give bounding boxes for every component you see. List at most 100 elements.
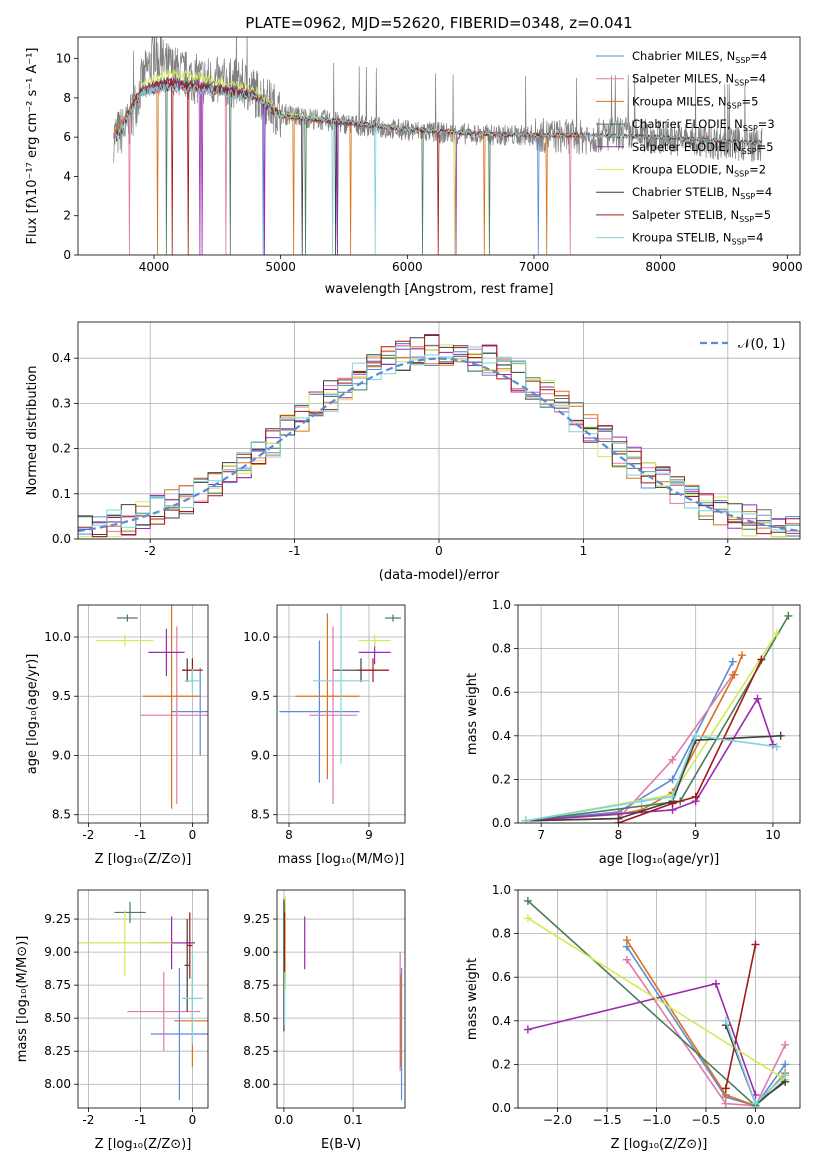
chart-title: PLATE=0962, MJD=52620, FIBERID=0348, z=0… (245, 14, 632, 32)
y-tick-label: 8.00 (44, 1077, 71, 1091)
y-tick-label: 0.0 (492, 816, 511, 830)
p5-plot-area (521, 611, 793, 823)
x-tick-label: 7000 (519, 260, 550, 274)
y-tick-label: 0.2 (492, 1057, 511, 1071)
mass-weight-line-6 (525, 735, 781, 822)
p3-plot-area (96, 605, 208, 809)
y-tick-label: 1.0 (492, 598, 511, 612)
legend-subscript: SSP (732, 238, 747, 247)
legend-name: Salpeter STELIB, N (632, 208, 739, 222)
y-tick-label: 8.25 (243, 1044, 270, 1058)
data-point (721, 1084, 730, 1093)
data-point (637, 797, 646, 806)
legend-nssp: =4 (750, 49, 767, 63)
legend-subscript: SSP (734, 79, 749, 88)
axes-frame (276, 604, 406, 824)
legend-label: Chabrier STELIB, NSSP=4 (632, 185, 772, 201)
data-point (521, 816, 530, 823)
data-point (721, 1016, 730, 1025)
legend-label: 𝒩(0, 1) (738, 337, 785, 352)
data-point (622, 955, 631, 964)
legend-subscript: SSP (734, 170, 749, 179)
y-tick-label: 0.4 (492, 729, 511, 743)
y-tick-label: 8.25 (44, 1044, 71, 1058)
y-tick-label: 8.00 (243, 1077, 270, 1091)
data-point (668, 755, 677, 764)
x-tick-label: 6000 (392, 260, 423, 274)
y-tick-label: 9.5 (251, 689, 270, 703)
legend-label: Salpeter STELIB, NSSP=5 (632, 208, 771, 224)
data-point (668, 775, 677, 784)
x-tick-label: -1 (134, 828, 146, 842)
y-tick-label: 8.5 (251, 808, 270, 822)
data-point (757, 655, 766, 664)
x-tick-label: 9 (692, 828, 700, 842)
model-spectrum-2 (113, 78, 586, 255)
residual-histogram-8 (78, 345, 800, 531)
axes-frame (77, 889, 209, 1109)
x-tick-label: 9000 (772, 260, 803, 274)
legend-nssp: =5 (757, 140, 774, 154)
p7-plot-area (283, 896, 403, 1101)
mass-weight-line-7 (725, 944, 757, 1089)
x-tick-label: 0.0 (746, 1113, 765, 1127)
y-axis-label: Flux [fλ10⁻¹⁷ erg cm⁻² s⁻¹ A⁻¹] (25, 48, 40, 245)
data-point (784, 611, 793, 620)
p6-plot-area (78, 901, 208, 1101)
legend-label: Chabrier MILES, NSSP=4 (632, 49, 767, 65)
normal-curve (78, 357, 800, 533)
y-tick-label: 8.5 (52, 808, 71, 822)
y-tick-label: 9.0 (251, 748, 270, 762)
x-tick-label: −0.5 (691, 1113, 720, 1127)
legend-nssp: =4 (749, 72, 766, 86)
y-tick-label: 4 (63, 169, 71, 183)
legend-name: Kroupa STELIB, N (632, 231, 732, 245)
legend-label: Salpeter ELODIE, NSSP=5 (632, 140, 774, 156)
p1-plot-area (113, 37, 763, 255)
legend-subscript: SSP (740, 192, 755, 201)
x-axis-label: E(B-V) (321, 1137, 361, 1152)
x-axis-label: Z [log₁₀(Z/Z⊙)] (95, 852, 192, 867)
data-point (711, 979, 720, 988)
y-tick-label: 0.6 (492, 685, 511, 699)
legend-name: Kroupa ELODIE, N (632, 163, 734, 177)
data-point (781, 1071, 790, 1080)
axes-frame (77, 604, 209, 824)
legend-label: Chabrier ELODIE, NSSP=3 (632, 117, 775, 133)
mass-weight-line-4 (525, 696, 774, 822)
data-point (523, 914, 532, 923)
data-point (751, 1099, 760, 1108)
mass-weight-line-3 (525, 615, 790, 822)
data-point (751, 940, 760, 949)
data-point (730, 670, 739, 679)
x-tick-label: 0 (435, 544, 443, 558)
legend-nssp: =4 (755, 185, 772, 199)
data-point (738, 651, 747, 660)
x-tick-label: 10 (765, 828, 780, 842)
axes-frame (77, 36, 801, 256)
y-tick-label: 0.8 (492, 642, 511, 656)
legend-name: Salpeter ELODIE, N (632, 140, 742, 154)
axes-layer (74, 36, 801, 1112)
x-tick-label: −1.5 (592, 1113, 621, 1127)
x-tick-label: 8000 (645, 260, 676, 274)
p8-plot-area (523, 896, 790, 1108)
y-tick-label: 0.0 (492, 1101, 511, 1115)
x-tick-label: -2 (82, 828, 94, 842)
x-axis-label: Z [log₁₀(Z/Z⊙)] (611, 1137, 708, 1152)
axes-frame (517, 889, 801, 1109)
y-axis-label: age [log₁₀(age/yr)] (25, 654, 40, 775)
x-tick-label: −1.0 (642, 1113, 671, 1127)
x-tick-label: 4000 (139, 260, 170, 274)
x-tick-label: 8 (285, 828, 293, 842)
data-layer (78, 37, 800, 1108)
x-tick-label: 7 (537, 828, 545, 842)
legend-nssp: =2 (749, 163, 766, 177)
x-tick-label: 0.1 (344, 1113, 363, 1127)
data-point (772, 629, 781, 638)
data-point (776, 731, 785, 740)
data-point (781, 1040, 790, 1049)
model-spectrum-1 (113, 83, 585, 255)
mass-weight-line-5 (527, 917, 786, 1081)
y-tick-label: 9.00 (243, 945, 270, 959)
